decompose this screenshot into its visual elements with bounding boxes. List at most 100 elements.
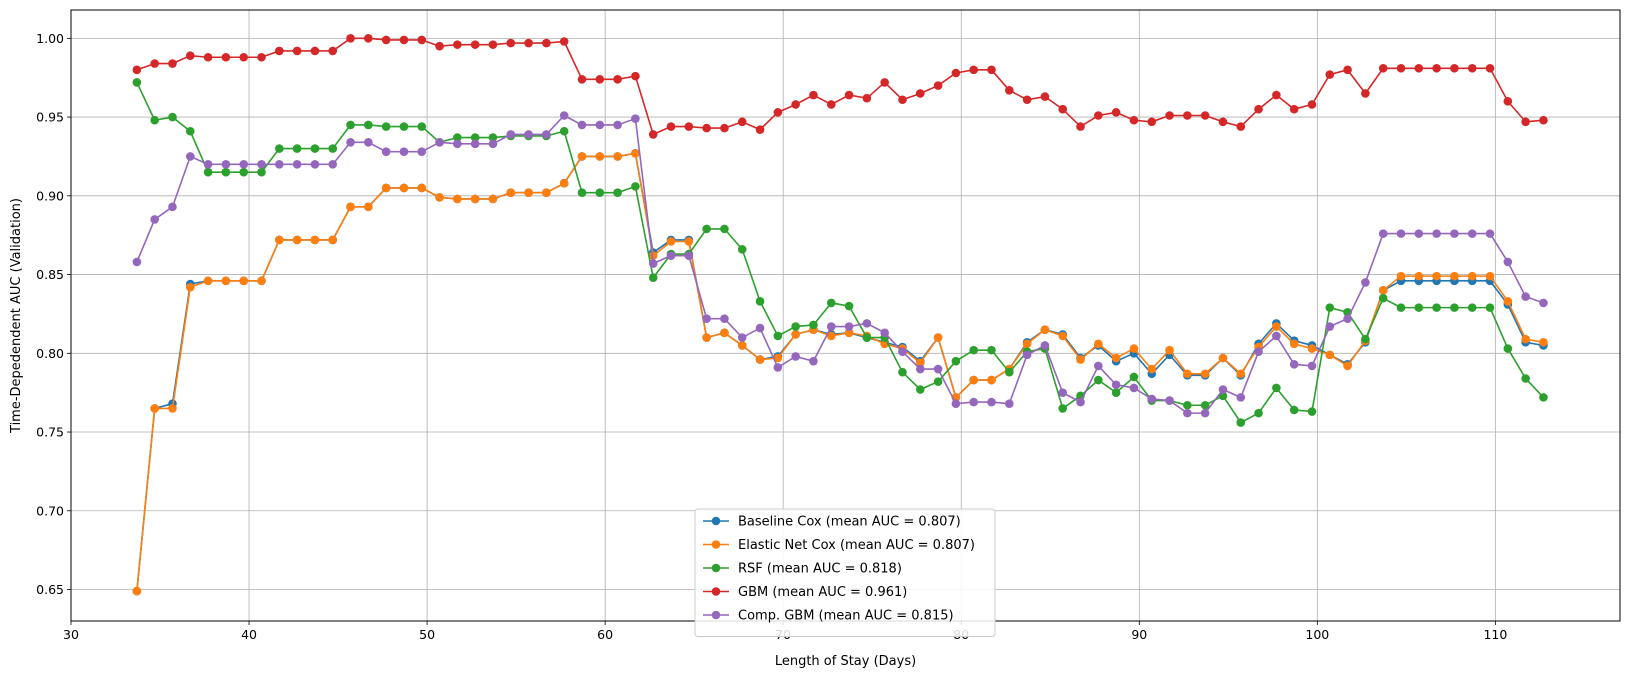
data-point [328,46,338,56]
data-point [737,117,747,127]
data-point [470,139,480,149]
data-point [1236,393,1246,402]
data-point [915,385,925,394]
data-point [1165,345,1174,355]
data-point [542,38,551,48]
data-point [987,375,996,385]
data-point [168,202,177,212]
data-point [1485,229,1495,238]
data-point [1485,271,1495,281]
data-point [1396,303,1406,312]
data-point [1040,325,1050,334]
data-point [399,35,409,45]
data-point [1005,399,1014,408]
data-point [185,51,195,60]
data-point [1343,314,1352,323]
data-point [346,34,355,43]
data-point [737,245,747,254]
data-point [150,404,159,413]
data-point [1183,111,1192,120]
data-point [613,74,622,84]
data-point [1236,122,1246,131]
data-point [1200,408,1210,418]
data-point [862,333,872,342]
data-point [969,65,978,75]
data-point [844,328,854,338]
legend-label: RSF (mean AUC = 0.818) [738,562,902,577]
data-point [328,235,338,245]
data-point [595,152,605,161]
data-point [292,235,302,245]
data-point [399,147,409,157]
data-point [132,586,142,596]
data-point [844,301,854,311]
data-point [1111,380,1121,390]
data-point [221,52,231,62]
data-point [666,251,676,260]
data-point [1254,347,1263,357]
data-point [933,377,943,386]
data-point [1254,104,1263,114]
y-tick-label: 0.85 [36,267,64,282]
data-point [1165,396,1174,405]
data-point [933,333,943,342]
data-point [755,323,765,333]
data-point [1325,350,1335,360]
data-point [310,144,320,153]
data-point [239,167,249,177]
data-point [542,130,551,139]
data-point [1094,375,1103,385]
data-point [221,160,231,169]
data-point [1414,303,1424,312]
data-point [933,81,943,90]
data-point [702,224,711,234]
data-point [577,74,587,84]
data-point [595,188,605,197]
data-point [399,183,409,193]
data-point [969,345,978,355]
data-point [1485,63,1495,73]
data-point [559,178,569,188]
data-point [257,160,266,169]
data-point [381,35,391,45]
data-point [1378,293,1388,303]
data-point [898,95,907,105]
legend-entry: Elastic Net Cox (mean AUC = 0.807) [703,538,975,553]
data-point [470,133,480,142]
data-point [1147,394,1157,404]
legend-entry: Comp. GBM (mean AUC = 0.815) [703,609,954,624]
data-point [987,397,996,407]
x-tick-label: 100 [1305,627,1329,642]
data-point [915,364,925,374]
data-point [346,202,355,212]
x-tick-label: 60 [597,627,613,642]
y-tick-label: 0.90 [36,188,64,203]
data-point [203,160,213,169]
data-point [631,71,640,81]
data-point [1040,341,1050,350]
data-point [203,52,213,62]
data-point [1094,339,1103,349]
data-point [1129,344,1139,353]
data-point [1450,303,1459,312]
data-point [488,194,498,204]
y-tick-label: 1.00 [36,31,64,46]
data-point [275,160,284,169]
data-point [773,108,783,117]
data-point [310,46,320,56]
data-point [1503,97,1513,106]
data-point [1378,229,1388,238]
data-point [185,282,195,292]
y-tick-label: 0.95 [36,110,64,125]
y-tick-label: 0.65 [36,582,64,597]
data-point [1005,367,1014,377]
data-point [1325,303,1335,312]
data-point [577,188,587,197]
data-point [381,147,391,157]
data-point [542,188,551,197]
data-point [702,333,711,342]
data-point [1361,334,1370,344]
data-point [1272,383,1281,393]
series-1 [132,149,1548,596]
